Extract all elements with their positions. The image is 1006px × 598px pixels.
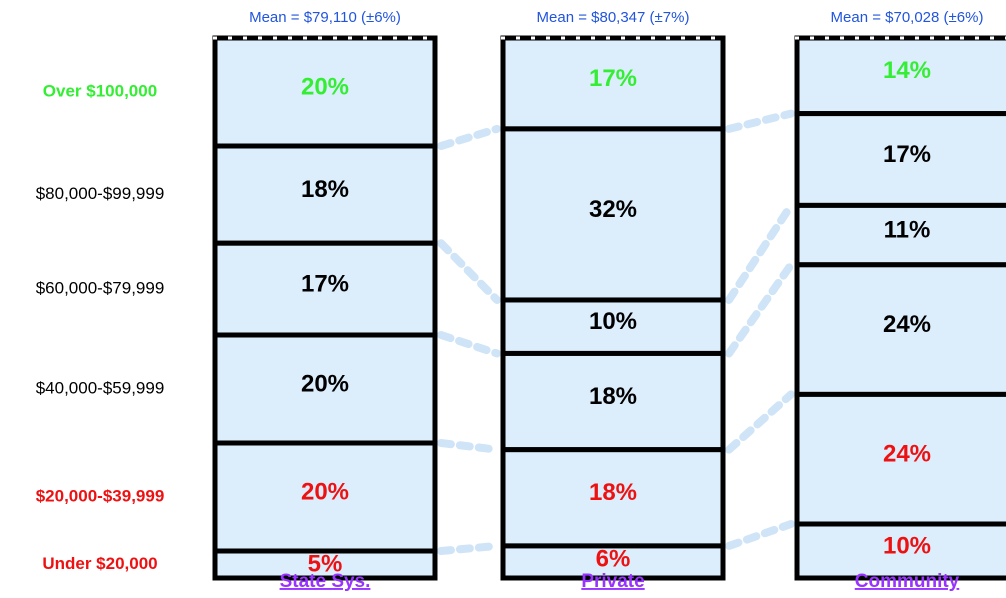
bar-segment bbox=[500, 297, 726, 356]
value-label: 5% bbox=[308, 550, 343, 577]
category-link[interactable]: State Sys. bbox=[280, 571, 371, 592]
bar-segment bbox=[794, 111, 1006, 208]
value-label: 20% bbox=[301, 73, 349, 100]
connector bbox=[725, 390, 795, 454]
value-label: 6% bbox=[596, 545, 631, 572]
category-link[interactable]: Community bbox=[855, 571, 960, 592]
value-label: 20% bbox=[301, 478, 349, 505]
connector bbox=[437, 541, 501, 555]
value-label: 17% bbox=[589, 65, 637, 92]
value-label: 20% bbox=[301, 370, 349, 397]
connector bbox=[725, 520, 795, 550]
bracket-label: $60,000-$79,999 bbox=[36, 279, 165, 298]
bracket-label: $40,000-$59,999 bbox=[36, 378, 165, 397]
mean-annotation: Mean = $79,110 (±6%) bbox=[249, 9, 401, 26]
connector bbox=[725, 201, 795, 304]
connector bbox=[725, 109, 795, 133]
mean-annotation: Mean = $70,028 (±6%) bbox=[831, 9, 984, 26]
value-label: 18% bbox=[589, 383, 637, 410]
connector bbox=[437, 124, 501, 150]
mean-annotation: Mean = $80,347 (±7%) bbox=[537, 9, 690, 26]
value-label: 11% bbox=[884, 216, 931, 243]
value-label: 24% bbox=[883, 311, 931, 338]
value-label: 14% bbox=[883, 57, 931, 84]
bar-segment bbox=[212, 35, 438, 149]
bracket-label: Under $20,000 bbox=[42, 554, 157, 573]
value-label: 18% bbox=[301, 176, 349, 203]
value-label: 10% bbox=[883, 532, 931, 559]
bar-segment bbox=[500, 543, 726, 581]
bar-segment bbox=[212, 332, 438, 446]
bar-segment bbox=[212, 143, 438, 246]
connector bbox=[437, 239, 501, 304]
bracket-label: Over $100,000 bbox=[43, 81, 157, 100]
value-label: 32% bbox=[589, 196, 637, 223]
bar-segment bbox=[212, 548, 438, 581]
connector bbox=[437, 439, 501, 454]
value-label: 17% bbox=[301, 270, 349, 297]
value-label: 17% bbox=[883, 141, 931, 168]
connector bbox=[725, 260, 795, 358]
bar-segment bbox=[794, 521, 1006, 581]
bracket-label: $20,000-$39,999 bbox=[36, 486, 165, 505]
connector bbox=[437, 331, 501, 358]
bar-segment bbox=[212, 440, 438, 554]
bar-segment bbox=[500, 447, 726, 549]
bar-segment bbox=[500, 126, 726, 303]
value-label: 24% bbox=[883, 441, 931, 468]
value-label: 18% bbox=[589, 479, 637, 506]
bracket-label: $80,000-$99,999 bbox=[36, 184, 165, 203]
value-label: 10% bbox=[589, 308, 637, 335]
category-link[interactable]: Private bbox=[581, 571, 644, 592]
